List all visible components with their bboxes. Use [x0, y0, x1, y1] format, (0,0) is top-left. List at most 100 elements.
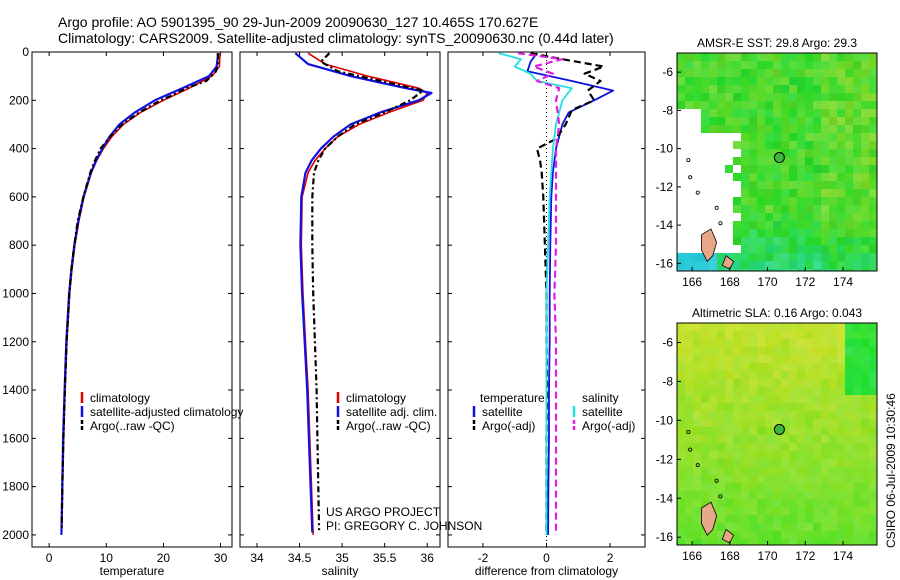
map-cell [677, 515, 686, 524]
map-cell [837, 165, 846, 174]
map-cell [813, 331, 822, 340]
map-cell [749, 213, 758, 222]
map-cell [693, 93, 702, 102]
map-cell [733, 331, 742, 340]
map-cell [749, 261, 758, 270]
map-cell [789, 237, 798, 246]
map-cell [781, 109, 790, 118]
map-cell [709, 411, 718, 420]
map-cell [837, 269, 846, 271]
map-cell [717, 53, 726, 62]
map-cell [741, 379, 750, 388]
map-cell [869, 347, 877, 356]
map-cell [765, 419, 774, 428]
map-cell [757, 157, 766, 166]
map-cell [797, 363, 806, 372]
map-cell [725, 491, 734, 500]
map-cell [805, 411, 814, 420]
map-cell [869, 339, 877, 348]
map-cell [853, 339, 862, 348]
map-cell [805, 331, 814, 340]
map-x-tick-label: 170 [758, 275, 778, 289]
map-cell [805, 101, 814, 110]
map-cell [757, 451, 766, 460]
legend-label: Argo(-adj) [482, 419, 535, 433]
map-cell [813, 323, 822, 332]
map-cell [677, 77, 686, 86]
map-cell [813, 491, 822, 500]
map-cell [797, 245, 806, 254]
map-cell [741, 531, 750, 540]
map-cell [805, 181, 814, 190]
land-polygon [701, 228, 718, 263]
map-title: AMSR-E SST: 29.8 Argo: 29.3 [697, 36, 857, 50]
map-cell [829, 491, 838, 500]
map-cell [693, 213, 701, 221]
map-cell [677, 117, 685, 125]
map-cell [693, 181, 701, 189]
map-cell [845, 443, 854, 452]
map-cell [677, 443, 686, 452]
map-cell [693, 117, 701, 125]
map-cell [765, 347, 774, 356]
map-cell [717, 61, 726, 70]
map-cell [805, 189, 814, 198]
map-cell [733, 77, 742, 86]
map-cell [789, 427, 798, 436]
map-cell [837, 229, 846, 238]
map-cell [709, 141, 717, 149]
map-cell [813, 395, 822, 404]
map-cell [757, 419, 766, 428]
map-cell [693, 395, 702, 404]
map-cell [725, 483, 734, 492]
map-cell [829, 269, 838, 271]
map-cell [829, 133, 838, 142]
map-cell [797, 221, 806, 230]
map-cell [837, 85, 846, 94]
map-cell [733, 205, 742, 214]
map-cell [797, 69, 806, 78]
map-cell [701, 483, 710, 492]
map-cell [741, 237, 750, 246]
map-cell [693, 339, 702, 348]
map-cell [789, 189, 798, 198]
map-cell [709, 459, 718, 468]
map-cell [773, 531, 782, 540]
map-cell [821, 411, 830, 420]
map-cell [853, 491, 862, 500]
map-cell [789, 205, 798, 214]
map-cell [741, 539, 750, 545]
map-cell [789, 93, 798, 102]
difference-series-temperature-argo-adj- [530, 52, 605, 535]
map-cell [677, 173, 685, 181]
map-cell [869, 403, 877, 412]
map-cell [829, 157, 838, 166]
map-cell [789, 347, 798, 356]
map-cell [693, 379, 702, 388]
map-cell [837, 253, 846, 262]
map-cell [749, 523, 758, 532]
map-cell [869, 117, 877, 126]
map-cell [733, 253, 742, 262]
map-cell [805, 61, 814, 70]
map-cell [845, 347, 854, 356]
map-cell [821, 515, 830, 524]
map-cell [701, 411, 710, 420]
map-cell [757, 53, 766, 62]
map-cell [789, 419, 798, 428]
map-cell [685, 531, 694, 540]
map-cell [693, 157, 701, 165]
map-cell [725, 467, 734, 476]
map-cell [725, 427, 734, 436]
map-cell [821, 491, 830, 500]
map-cell [781, 411, 790, 420]
map-cell [861, 451, 870, 460]
map-cell [693, 387, 702, 396]
map-cell [781, 85, 790, 94]
map-cell [845, 379, 854, 388]
map-cell [741, 443, 750, 452]
map-cell [757, 109, 766, 118]
map-cell [789, 213, 798, 222]
map-cell [861, 491, 870, 500]
map-cell [805, 499, 814, 508]
